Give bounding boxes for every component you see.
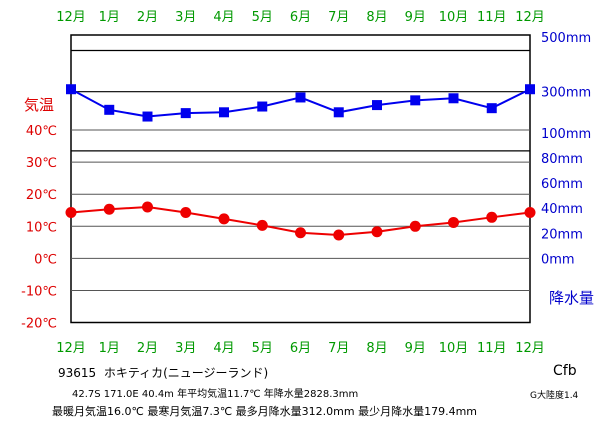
station-code: 93615	[58, 366, 97, 380]
month-label-top: 4月	[213, 10, 234, 25]
precipitation-tick-label: 40mm	[541, 202, 583, 217]
month-label-top: 7月	[328, 10, 349, 25]
temperature-point	[333, 229, 345, 241]
precipitation-axis-title: 降水量	[549, 289, 594, 307]
month-label-top: 12月	[56, 10, 86, 25]
month-label-bottom: 11月	[477, 341, 507, 356]
precipitation-tick-label: 300mm	[541, 86, 591, 101]
temperature-axis-title: 気温	[24, 96, 54, 114]
month-label-bottom: 4月	[213, 341, 234, 356]
month-label-top: 8月	[366, 10, 387, 25]
month-label-bottom: 3月	[175, 341, 196, 356]
month-label-bottom: 2月	[137, 341, 158, 356]
month-label-top: 10月	[439, 10, 469, 25]
month-label-top: 6月	[290, 10, 311, 25]
precipitation-point	[295, 92, 306, 103]
month-label-bottom: 12月	[515, 341, 545, 356]
precipitation-tick-label: 80mm	[541, 152, 583, 167]
temperature-point	[524, 206, 536, 218]
precipitation-point	[219, 107, 229, 118]
plot-frame	[70, 34, 531, 324]
temperature-point	[409, 220, 421, 232]
month-label-bottom: 10月	[439, 341, 469, 356]
temperature-point	[180, 206, 192, 218]
station-line-2: 42.7S 171.0E 40.4m 年平均気温11.7℃ 年降水量2828.3…	[72, 389, 359, 400]
station-line-3: 最暖月気温16.0℃ 最寒月気温7.3℃ 最多月降水量312.0mm 最少月降水…	[52, 405, 478, 418]
precipitation-point	[257, 101, 268, 112]
precipitation-point	[333, 107, 344, 118]
precipitation-point	[180, 108, 191, 119]
precipitation-point	[372, 100, 382, 111]
month-label-bottom: 9月	[405, 341, 426, 356]
temperature-point	[295, 227, 306, 239]
month-label-top: 3月	[175, 10, 196, 25]
month-label-top: 9月	[405, 10, 426, 25]
temperature-point	[448, 216, 459, 228]
temperature-point	[371, 226, 383, 238]
temperature-point	[142, 201, 153, 213]
month-label-bottom: 7月	[328, 341, 349, 356]
top-month-labels: 12月 1月 2月 3月 4月 5月 6月 7月 8月 9月 10月 11月 12月	[56, 10, 545, 25]
precipitation-tick-label: 500mm	[541, 31, 591, 46]
temperature-tick-label: 0℃	[34, 252, 57, 267]
chart-grid	[70, 34, 531, 324]
month-label-bottom: 8月	[366, 341, 387, 356]
precipitation-point	[104, 104, 115, 115]
temperature-axis: 気温 40℃ 30℃ 20℃ 10℃ 0℃ -10℃ -20℃	[21, 96, 57, 332]
month-label-bottom: 6月	[290, 341, 311, 356]
precipitation-point	[142, 111, 153, 122]
temperature-tick-label: 10℃	[26, 220, 57, 235]
month-label-top: 11月	[477, 10, 507, 25]
temperature-series	[65, 201, 536, 241]
bottom-month-labels: 12月 1月 2月 3月 4月 5月 6月 7月 8月 9月 10月 11月 12月	[56, 341, 545, 356]
precipitation-point	[486, 103, 497, 114]
temperature-tick-label: 40℃	[26, 124, 57, 139]
month-label-top: 12月	[515, 10, 545, 25]
month-label-bottom: 1月	[99, 341, 120, 356]
temperature-tick-label: -10℃	[21, 285, 57, 300]
continentality: G大陸度1.4	[530, 391, 579, 401]
temperature-point	[256, 219, 268, 231]
precipitation-series	[66, 84, 535, 122]
station-line-1: 93615 ホキティカ(ニュージーランド)	[58, 364, 268, 381]
month-label-bottom: 5月	[252, 341, 273, 356]
temperature-point	[103, 203, 115, 215]
temperature-tick-label: 20℃	[26, 188, 57, 203]
precipitation-tick-label: 20mm	[541, 227, 583, 242]
precipitation-point	[448, 93, 459, 104]
precipitation-point	[410, 95, 421, 106]
temperature-tick-label: -20℃	[21, 317, 57, 332]
precipitation-tick-label: 100mm	[541, 127, 591, 142]
temperature-point	[486, 211, 498, 223]
month-label-top: 5月	[252, 10, 273, 25]
precipitation-point	[66, 84, 76, 95]
month-label-top: 2月	[137, 10, 158, 25]
climate-class: Cfb	[553, 363, 577, 379]
temperature-tick-label: 30℃	[26, 156, 57, 171]
station-name: ホキティカ(ニュージーランド)	[103, 366, 269, 380]
temperature-point	[218, 213, 230, 225]
month-label-bottom: 12月	[56, 341, 86, 356]
precipitation-tick-label: 60mm	[541, 177, 583, 192]
precipitation-tick-label: 0mm	[541, 252, 575, 267]
precipitation-axis: 降水量 500mm 300mm 100mm 80mm 60mm 40mm 20mm 0mm	[541, 31, 594, 307]
temperature-point	[65, 206, 77, 218]
precipitation-point	[525, 84, 535, 95]
month-label-top: 1月	[99, 10, 120, 25]
